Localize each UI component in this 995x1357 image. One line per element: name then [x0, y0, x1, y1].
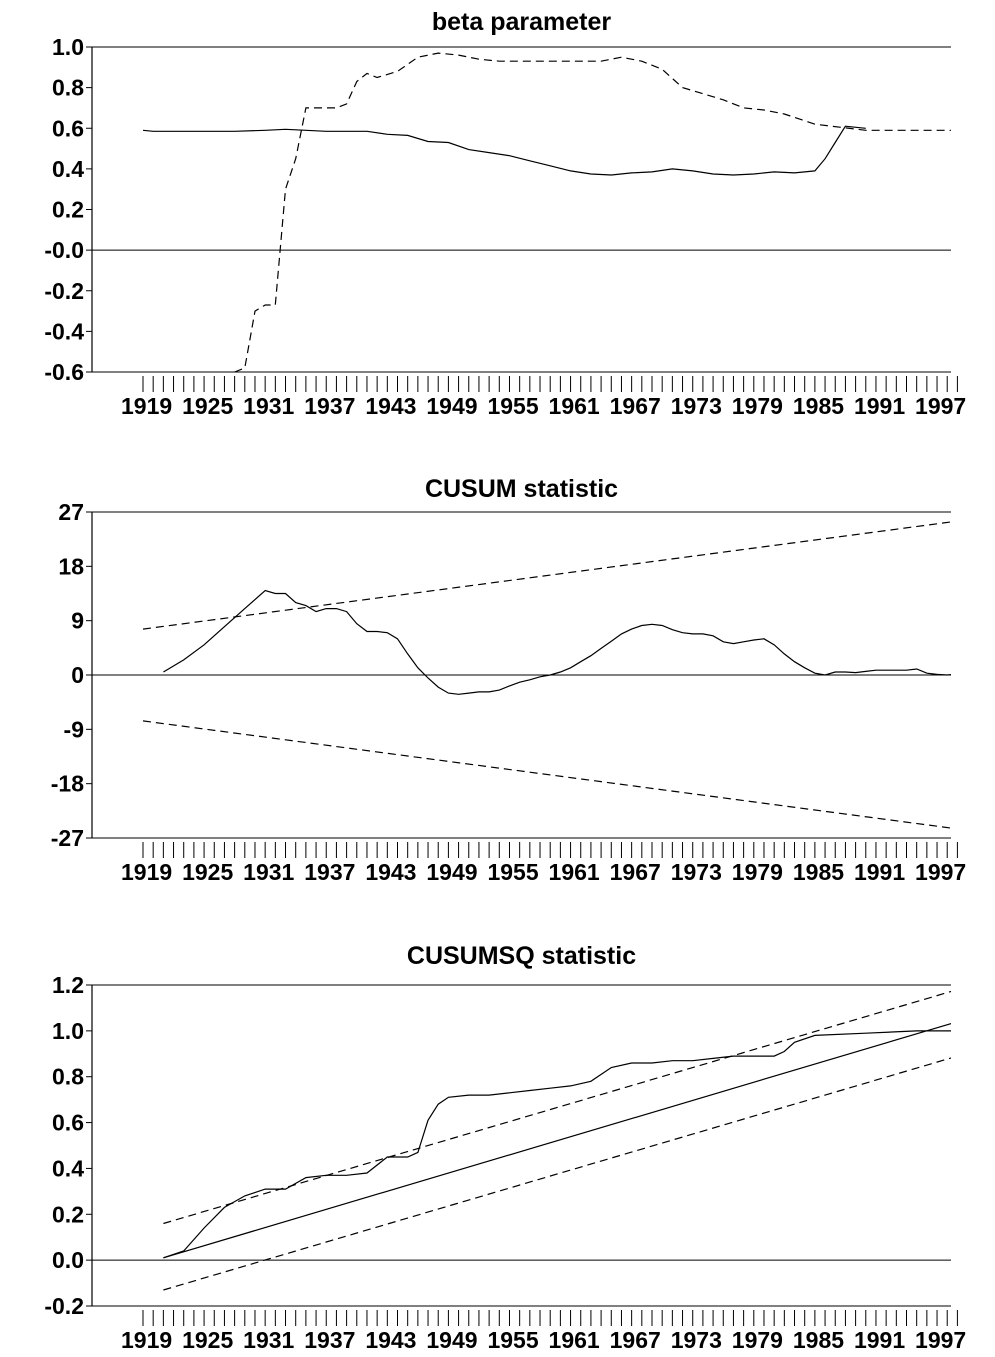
x-tick-label: 1937: [304, 1327, 355, 1353]
x-tick-label: 1985: [793, 859, 844, 885]
x-tick-label: 1967: [610, 859, 661, 885]
chart-title: CUSUM statistic: [425, 475, 618, 503]
series-line-3: [163, 990, 951, 1225]
chart-panel-3: CUSUMSQ statistic 1.2 1.0 0.8 0.6 0.4 0.2 0.0 -0…: [44, 942, 966, 1353]
chart-panel-1: beta parameter 1.0 0.8 0.6 0.4 0.2 -0.0 -0.2 -0.…: [44, 8, 966, 419]
y-tick-label: 0.4: [52, 1155, 84, 1181]
y-tick-label: -18: [51, 771, 84, 797]
x-tick-label: 1919: [121, 393, 172, 419]
x-tick-label: 1955: [487, 393, 538, 419]
y-tick-label: 1.0: [52, 1018, 84, 1044]
y-tick-label: 0.4: [52, 156, 84, 182]
x-tick-label: 1931: [243, 393, 294, 419]
series-line-3: [142, 720, 951, 829]
x-tick-label: 1979: [732, 1327, 783, 1353]
x-tick-label: 1931: [243, 859, 294, 885]
chart-title: beta parameter: [432, 8, 612, 36]
y-tick-label: 0.2: [52, 197, 84, 223]
x-tick-label: 1973: [671, 1327, 722, 1353]
x-tick-label: 1943: [365, 1327, 416, 1353]
x-tick-label: 1991: [854, 859, 905, 885]
y-tick-label: -0.2: [44, 1293, 84, 1319]
y-tick-label: 18: [58, 553, 84, 579]
x-tick-label: 1961: [549, 1327, 600, 1353]
x-tick-label: 1925: [182, 393, 233, 419]
x-tick-label: 1997: [915, 393, 966, 419]
x-tick-label: 1943: [365, 859, 416, 885]
series-line-2: [234, 52, 951, 373]
x-tick-label: 1961: [549, 859, 600, 885]
x-tick-label: 1919: [121, 1327, 172, 1353]
y-tick-label: 0.8: [52, 75, 84, 101]
y-tick-label: 0.2: [52, 1201, 84, 1227]
x-tick-label: 1949: [426, 393, 477, 419]
y-tick-label: -0.4: [44, 318, 84, 344]
x-tick-label: 1967: [610, 1327, 661, 1353]
chart-title: CUSUMSQ statistic: [407, 942, 636, 970]
x-tick-label: 1949: [426, 859, 477, 885]
x-tick-label: 1979: [732, 859, 783, 885]
y-tick-label: -0.6: [44, 359, 84, 385]
x-tick-label: 1943: [365, 393, 416, 419]
x-tick-label: 1985: [793, 393, 844, 419]
series-line-4: [163, 1057, 951, 1291]
y-tick-label: 9: [71, 608, 84, 634]
y-tick-label: 0.6: [52, 115, 84, 141]
series-line-1: [142, 125, 866, 176]
x-tick-label: 1967: [610, 393, 661, 419]
x-tick-label: 1931: [243, 1327, 294, 1353]
chart-panel-2: CUSUM statistic 27 18 9 0 -9 -18 -27 1919 1925 193…: [51, 475, 966, 885]
x-tick-label: 1973: [671, 859, 722, 885]
x-tick-label: 1991: [854, 393, 905, 419]
x-tick-label: 1973: [671, 393, 722, 419]
x-tick-label: 1955: [487, 859, 538, 885]
y-tick-label: 0: [71, 662, 84, 688]
y-tick-label: -27: [51, 825, 84, 851]
x-tick-label: 1961: [549, 393, 600, 419]
x-tick-label: 1949: [426, 1327, 477, 1353]
x-tick-label: 1979: [732, 393, 783, 419]
series-line-2: [142, 521, 951, 630]
y-tick-label: -0.0: [44, 237, 84, 263]
series-line-1: [163, 1030, 951, 1259]
y-tick-label: -9: [64, 716, 84, 742]
x-tick-label: 1925: [182, 859, 233, 885]
x-tick-label: 1985: [793, 1327, 844, 1353]
x-tick-label: 1991: [854, 1327, 905, 1353]
series-line-2: [163, 1022, 951, 1259]
x-tick-label: 1925: [182, 1327, 233, 1353]
y-tick-label: 27: [58, 499, 84, 525]
x-tick-label: 1997: [915, 859, 966, 885]
y-tick-label: 1.2: [52, 972, 84, 998]
y-tick-label: 0.8: [52, 1064, 84, 1090]
x-tick-label: 1919: [121, 859, 172, 885]
y-tick-label: 1.0: [52, 34, 84, 60]
y-tick-label: 0.6: [52, 1110, 84, 1136]
y-tick-label: 0.0: [52, 1247, 84, 1273]
x-tick-label: 1937: [304, 859, 355, 885]
y-tick-label: -0.2: [44, 278, 84, 304]
x-tick-label: 1937: [304, 393, 355, 419]
x-tick-label: 1955: [487, 1327, 538, 1353]
series-line-1: [163, 589, 951, 695]
x-tick-label: 1997: [915, 1327, 966, 1353]
